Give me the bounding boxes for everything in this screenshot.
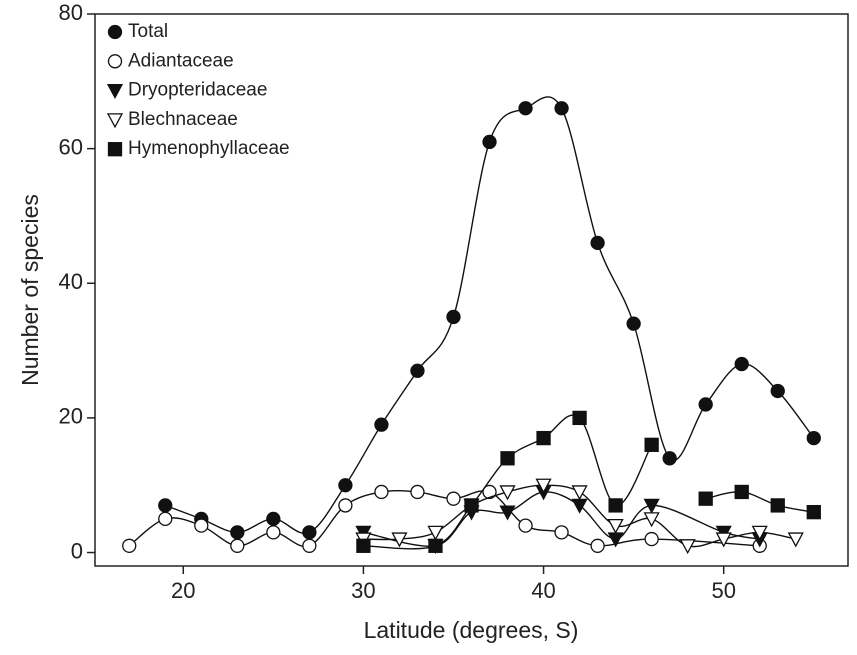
point [122, 538, 137, 553]
point [770, 383, 785, 399]
point [266, 511, 281, 527]
point [374, 417, 389, 432]
point [302, 538, 317, 553]
point [410, 484, 425, 500]
point [500, 451, 515, 466]
point [806, 504, 821, 520]
legend-label: Total [128, 21, 168, 42]
point [698, 397, 713, 412]
point [770, 498, 785, 513]
point [230, 525, 245, 540]
plot-frame [94, 13, 849, 567]
x-tick-label: 20 [171, 578, 195, 603]
point [535, 478, 552, 494]
point [428, 538, 443, 553]
point [356, 538, 371, 553]
point [644, 437, 659, 452]
point [482, 484, 497, 500]
legend-label: Dryopteridaceae [128, 80, 267, 101]
y-tick-label: 20 [59, 404, 83, 429]
point [554, 101, 569, 116]
x-tick-label: 30 [351, 578, 375, 603]
legend-marker [107, 24, 123, 40]
y-tick-label: 80 [59, 0, 83, 25]
point [590, 538, 605, 553]
point [607, 518, 624, 534]
x-tick-label: 40 [531, 578, 555, 603]
point [715, 532, 732, 548]
point [446, 309, 461, 325]
point [499, 485, 516, 501]
legend-label: Adiantaceae [128, 50, 234, 71]
point [158, 511, 173, 527]
legend-label: Blechnaceae [128, 109, 238, 130]
point [662, 451, 677, 466]
point [734, 356, 749, 372]
point [464, 498, 479, 513]
y-tick-label: 0 [71, 538, 83, 563]
series-line [363, 491, 760, 548]
point [572, 410, 587, 426]
legend-marker [106, 113, 124, 129]
point [427, 525, 444, 541]
legend-marker [107, 54, 123, 69]
point [518, 101, 533, 116]
point [194, 518, 209, 533]
legend-label: Hymenophyllaceae [128, 138, 290, 159]
legend-marker [106, 83, 124, 99]
point [266, 525, 281, 540]
point [679, 539, 696, 555]
point [302, 525, 317, 540]
point [536, 430, 551, 446]
point [806, 430, 821, 446]
point [391, 532, 408, 548]
point [787, 532, 804, 548]
point [518, 518, 533, 533]
point [571, 485, 588, 501]
point [446, 491, 461, 506]
point [230, 538, 245, 553]
point [374, 484, 389, 500]
point [338, 478, 353, 493]
y-tick-label: 40 [59, 269, 83, 294]
point [338, 498, 353, 513]
point [482, 134, 497, 150]
point [734, 484, 749, 500]
point [643, 512, 660, 528]
point [644, 531, 659, 547]
x-tick-label: 50 [711, 578, 735, 603]
point [158, 498, 173, 513]
point [499, 505, 516, 521]
series-line [165, 96, 815, 535]
point [698, 491, 713, 506]
x-axis-label: Latitude (degrees, S) [364, 617, 579, 643]
point [626, 316, 641, 331]
point [410, 363, 425, 378]
series-line [128, 489, 760, 548]
point [608, 498, 623, 513]
legend-marker [107, 142, 123, 157]
point [643, 498, 660, 514]
point [554, 525, 569, 540]
point [751, 525, 768, 541]
y-tick-label: 60 [59, 134, 83, 159]
point [590, 235, 605, 251]
y-axis-label: Number of species [17, 194, 43, 386]
